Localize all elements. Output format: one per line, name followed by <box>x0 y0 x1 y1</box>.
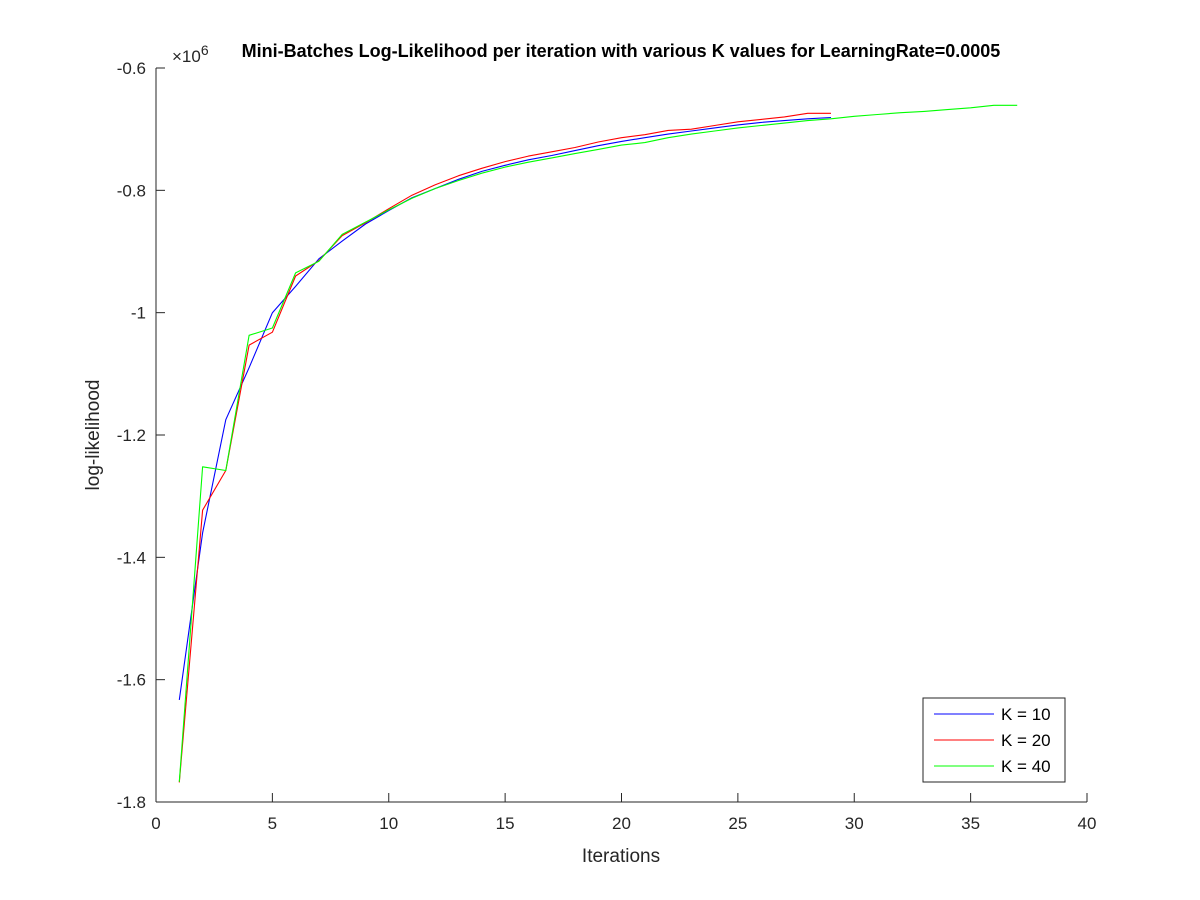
x-tick-label: 10 <box>379 814 398 833</box>
y-exponent-label: ×106 <box>172 42 209 66</box>
y-exponent-base: ×10 <box>172 47 201 66</box>
legend: K = 10 K = 20 K = 40 <box>922 697 1066 783</box>
series-group <box>178 104 1018 783</box>
x-axis-label: Iterations <box>582 846 660 867</box>
y-exponent-power: 6 <box>201 42 209 58</box>
y-tick-label: -1 <box>131 304 146 323</box>
x-tick-label: 40 <box>1078 814 1097 833</box>
series-line-3 <box>178 104 1018 782</box>
y-ticks: -1.8 -1.6 -1.4 -1.2 -1 -0.8 -0.6 <box>117 59 165 812</box>
legend-label-1: K = 10 <box>1001 705 1051 724</box>
y-axis-label: log-likelihood <box>83 380 104 491</box>
x-tick-label: 35 <box>961 814 980 833</box>
y-tick-label: -1.4 <box>117 548 146 567</box>
x-tick-label: 15 <box>496 814 515 833</box>
y-tick-label: -1.2 <box>117 426 146 445</box>
y-tick-label: -0.6 <box>117 59 146 78</box>
y-tick-label: -1.6 <box>117 671 146 690</box>
x-tick-label: 25 <box>728 814 747 833</box>
x-tick-label: 30 <box>845 814 864 833</box>
y-tick-label: -0.8 <box>117 181 146 200</box>
x-tick-label: 20 <box>612 814 631 833</box>
chart-title: Mini-Batches Log-Likelihood per iteratio… <box>242 41 1001 61</box>
legend-label-3: K = 40 <box>1001 757 1051 776</box>
x-ticks: 0 5 10 15 20 25 30 35 40 <box>151 793 1096 833</box>
y-tick-label: -1.8 <box>117 793 146 812</box>
plot-area <box>156 68 1087 802</box>
series-line-2 <box>178 112 831 783</box>
legend-label-2: K = 20 <box>1001 731 1051 750</box>
x-tick-label: 5 <box>268 814 277 833</box>
x-tick-label: 0 <box>151 814 160 833</box>
